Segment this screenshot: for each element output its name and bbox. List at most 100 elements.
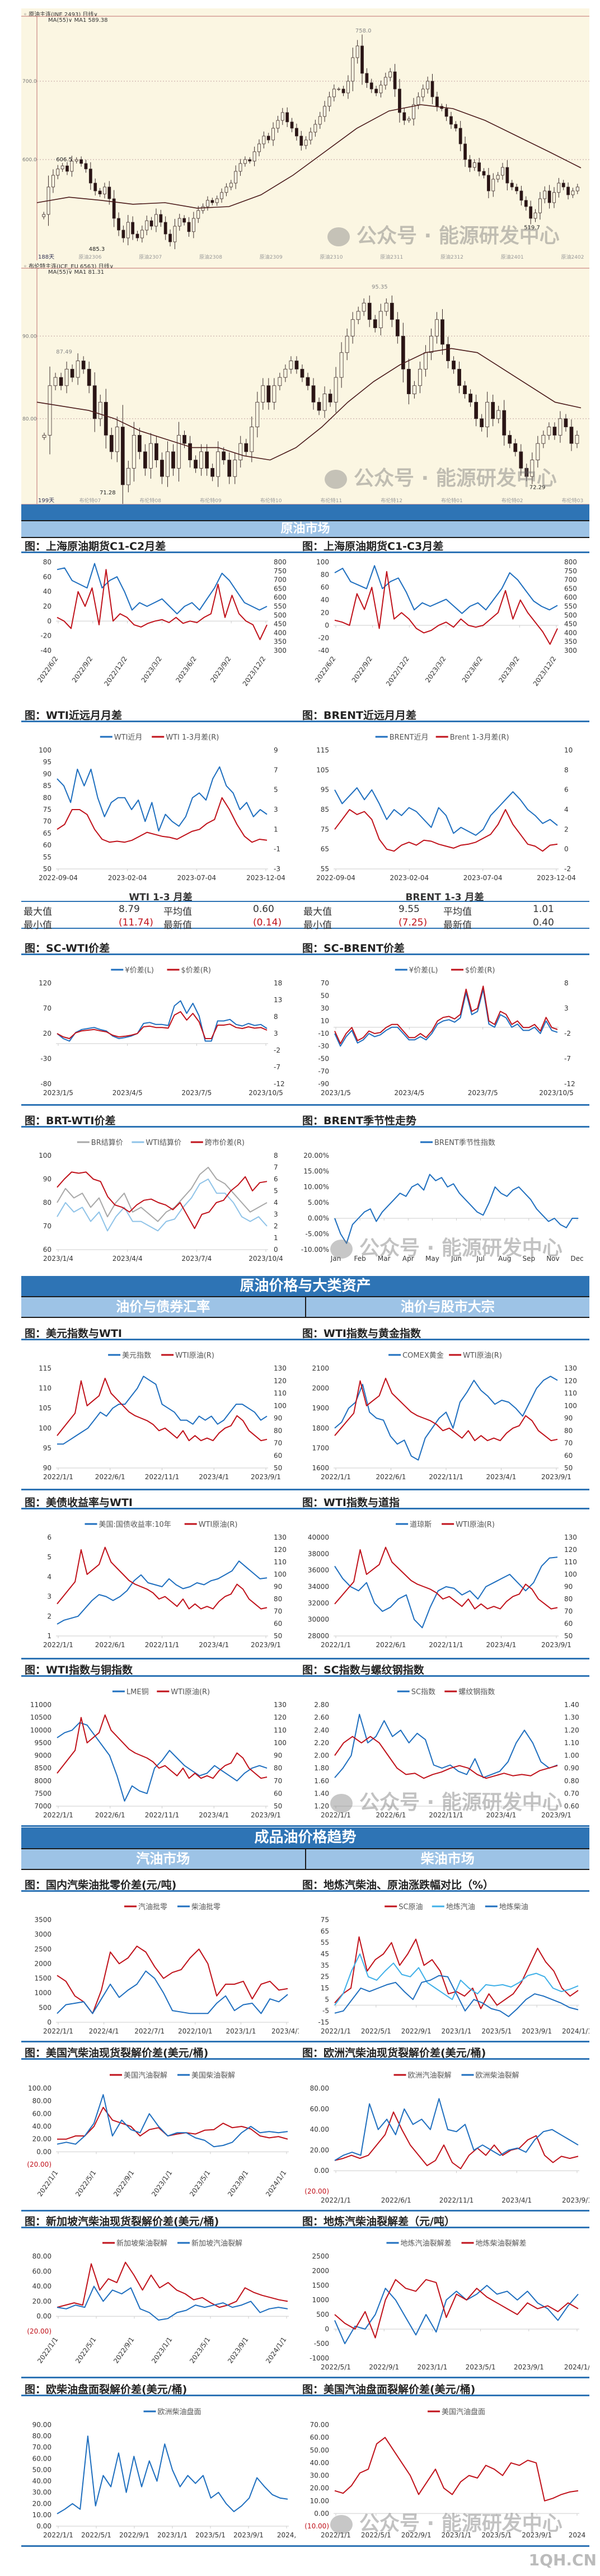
x-tick-label: Mar <box>378 1255 391 1263</box>
x-tick-label: 2023/1/1 <box>226 2027 256 2035</box>
y-tick-label: 20.00 <box>310 2484 329 2492</box>
y2-tick-label: 0.70 <box>564 1789 579 1797</box>
y2-tick-label: 80 <box>274 1595 282 1603</box>
chart-Q: (20.00) 0.00 20.00 40.00 60.00 80.00 100.00 202… <box>27 2072 289 2198</box>
candle <box>234 171 238 184</box>
y-tick-label: 60.00 <box>310 2434 329 2442</box>
brent-ma-label: MA(55)∨ MA1 81.31 <box>48 269 105 275</box>
candle <box>81 361 86 370</box>
candle <box>529 206 533 219</box>
x-tick-label: 2022/11/1 <box>145 1473 180 1481</box>
y-tick-label: 40.00 <box>32 2477 51 2485</box>
y-tick-label: -20 <box>318 634 329 642</box>
section-divider <box>21 2545 589 2547</box>
x-axis-label: 原油2312 <box>440 254 463 260</box>
y-tick-label: 70 <box>43 1004 51 1012</box>
series-line-0 <box>57 766 268 832</box>
x-tick-label: 2022/10/1 <box>178 2027 213 2035</box>
legend-label: 汽油批零 <box>138 1903 167 1911</box>
y2-tick-label: 3 <box>274 1030 278 1037</box>
candle <box>444 108 448 117</box>
y2-tick-label: 90 <box>274 1752 282 1760</box>
legend-item: 美国汽油裂解 <box>110 2072 167 2080</box>
y-tick-label: 3500 <box>34 1916 51 1924</box>
legend-item: WTI近月 <box>100 733 143 742</box>
candle <box>334 377 338 403</box>
candle <box>306 377 310 386</box>
y2-tick-label: 0 <box>564 845 569 853</box>
y2-tick-label: 0.60 <box>564 1802 579 1810</box>
candle <box>48 385 52 436</box>
x-tick-label: 2023/5/1 <box>195 2531 226 2539</box>
y-tick-label: 0.00 <box>314 2509 329 2517</box>
y-tick-label: 2100 <box>312 1364 329 1372</box>
chart-title: 图：WTI指数与铜指数 <box>21 1665 299 1677</box>
x-axis-label: 布伦特02 <box>501 497 523 504</box>
table-max-label: 最大值 <box>24 906 52 918</box>
series-line-1 <box>57 1970 288 2014</box>
y-tick-label: 20.00 <box>32 2500 51 2508</box>
y-tick-label: 32000 <box>308 1599 329 1607</box>
y-tick-label: -10 <box>318 1030 329 1037</box>
candle <box>126 222 130 239</box>
y-tick-label: 30.00 <box>310 2472 329 2480</box>
watermark: 公众号 · 能源研发中心 <box>330 2507 562 2536</box>
ma55-line <box>36 104 582 209</box>
y2-tick-label: 300 <box>564 647 577 654</box>
candle <box>533 212 537 219</box>
candle <box>463 143 467 160</box>
x-tick-label: 2023-02-04 <box>390 874 429 882</box>
candle <box>257 143 261 152</box>
x-tick-label: 2022/1/1 <box>321 2196 351 2204</box>
y-tick-label: 0.00 <box>36 2312 51 2320</box>
y-tick-label: 15.00% <box>303 1167 329 1175</box>
legend-item: WTI 1-3月差(R) <box>152 733 219 742</box>
y2-tick-label: 650 <box>564 585 577 592</box>
section-crude-market: 原油市场 <box>21 521 589 538</box>
legend-item: $价差(R) <box>451 966 495 975</box>
candle <box>311 385 316 403</box>
legend-item: ¥价差(L) <box>395 966 438 975</box>
y-tick-label: 115 <box>39 1364 51 1372</box>
y2-tick-label: 120 <box>274 1377 287 1385</box>
y-tick-label: 80 <box>43 794 51 802</box>
y-tick-label: 6 <box>47 1534 51 1541</box>
candle <box>552 192 556 203</box>
chart-title: 图：SC指数与螺纹钢指数 <box>299 1665 589 1677</box>
candle <box>229 183 233 188</box>
x-tick-label: Nov <box>546 1255 559 1263</box>
y-tick-label: -40 <box>318 647 329 654</box>
y2-tick-label: -12 <box>564 1080 575 1088</box>
candle <box>173 226 177 242</box>
candle <box>171 451 175 469</box>
legend-label: WTI近月 <box>114 733 143 742</box>
y2-tick-label: 1.40 <box>564 1701 579 1709</box>
series-line-1 <box>57 2285 288 2321</box>
x-axis-label: 原油2311 <box>380 254 403 260</box>
y-tick-label: 90 <box>43 1464 51 1472</box>
y-tick-label: 8000 <box>34 1777 51 1785</box>
y-tick-label: 30 <box>321 1004 329 1012</box>
x-tick-label: 2022/5/1 <box>361 2531 391 2539</box>
candle <box>285 112 289 123</box>
x-tick-label: 2022/6/1 <box>376 1641 406 1649</box>
legend-label: ¥价差(L) <box>125 966 154 975</box>
y2-tick-label: 60 <box>274 1452 282 1460</box>
candle <box>496 175 500 180</box>
legend-label: $价差(R) <box>181 966 211 975</box>
x-tick-label: 2023/7/4 <box>181 1255 212 1263</box>
y2-tick-label: 0 <box>274 1246 278 1254</box>
candle <box>457 368 461 386</box>
series-line-1 <box>57 797 268 843</box>
candle <box>557 183 561 193</box>
y-tick-label: (20.00) <box>27 2327 51 2335</box>
y-tick-label: 20.00 <box>310 2146 329 2154</box>
y-tick-label: 10500 <box>30 1714 51 1722</box>
candle <box>148 443 153 469</box>
y-tick-label: 30000 <box>308 1616 329 1624</box>
x-tick-label: 2023/9/1 <box>251 1811 281 1819</box>
table-max: 8.79 <box>119 904 140 915</box>
candle <box>65 165 69 172</box>
y-tick-label: (10.00) <box>304 2522 329 2530</box>
candle <box>261 385 265 403</box>
